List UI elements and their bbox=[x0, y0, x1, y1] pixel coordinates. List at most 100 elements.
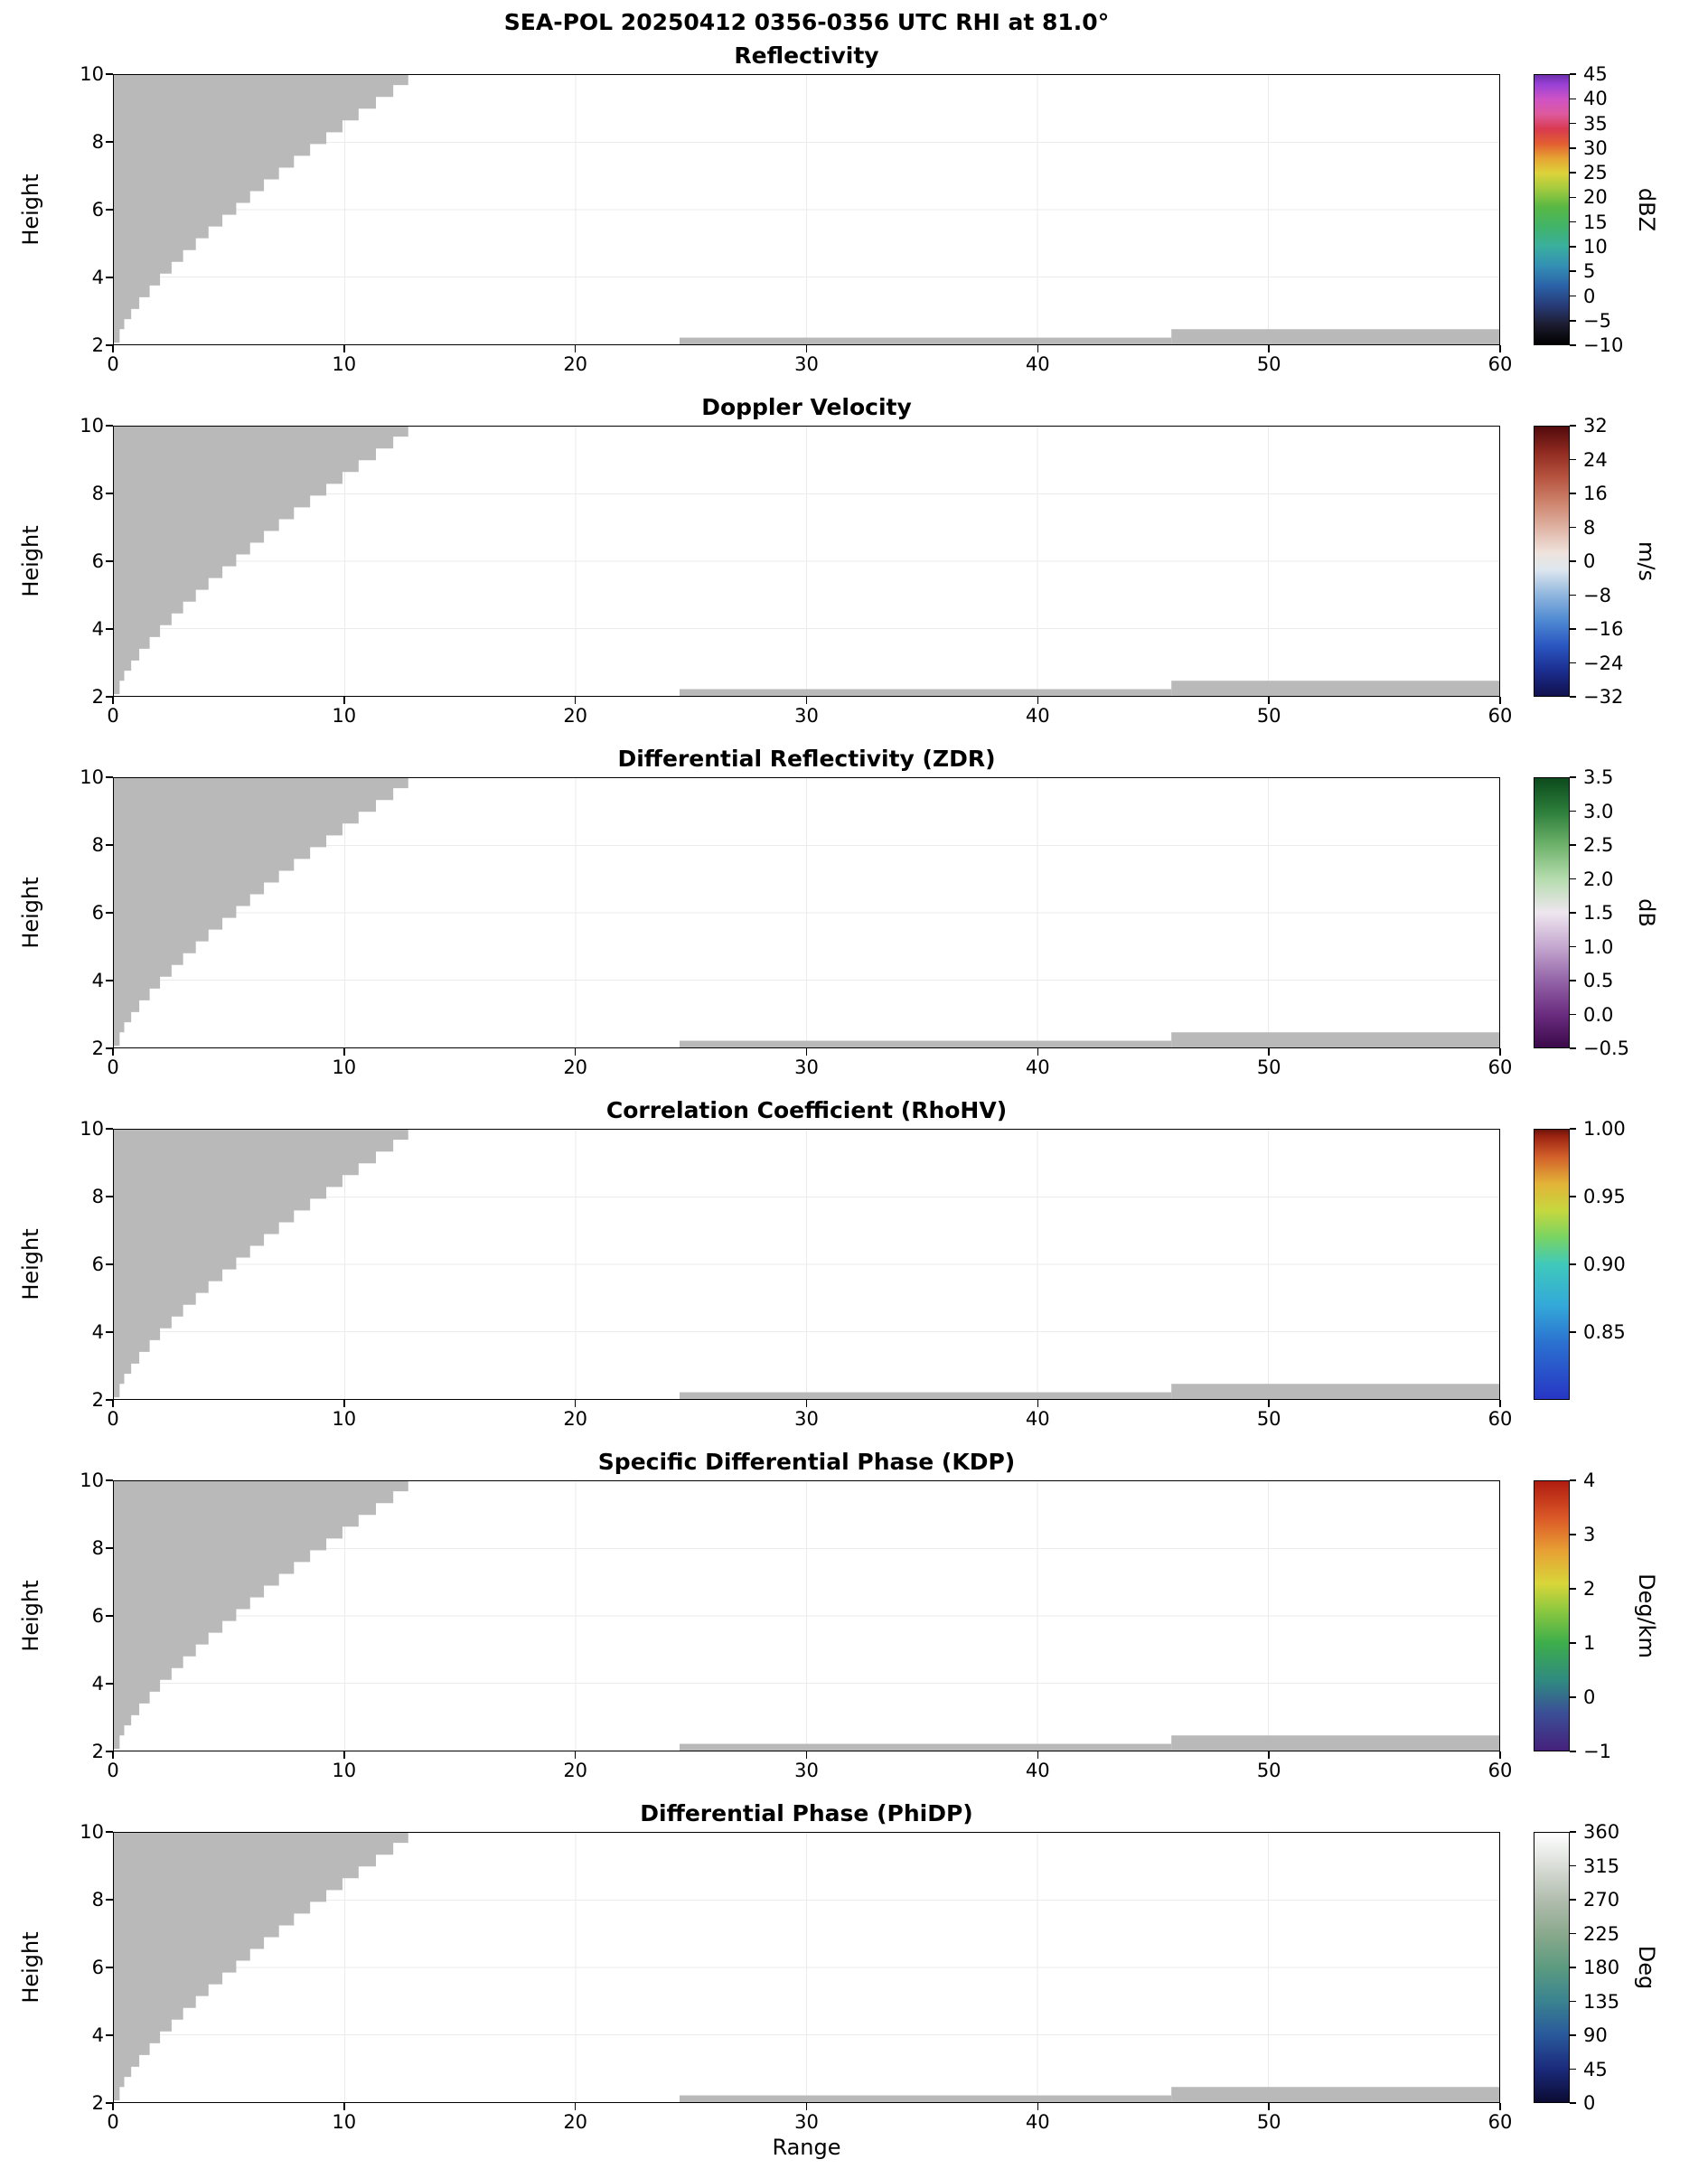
panels-container: Reflectivity Height 10 8 6 4 2 0 10 20 30 40 50 60… bbox=[0, 40, 1708, 2160]
colorbar-tick-label: 0.90 bbox=[1583, 1254, 1626, 1275]
colorbar-tick-mark bbox=[1570, 945, 1576, 948]
x-tick-mark bbox=[343, 1751, 345, 1759]
y-tick-mark bbox=[106, 344, 113, 346]
y-tick-mark bbox=[106, 1196, 113, 1197]
colorbar-tick-mark bbox=[1570, 1864, 1576, 1867]
rhi-panel: Specific Differential Phase (KDP) Height… bbox=[0, 1446, 1708, 1798]
colorbar-tick-mark bbox=[1570, 1196, 1576, 1197]
colorbar-tick-label: 0.0 bbox=[1583, 1003, 1614, 1026]
y-tick-label: 6 bbox=[91, 199, 104, 221]
colorbar-tick-label: 90 bbox=[1583, 2024, 1608, 2046]
x-tick-label: 40 bbox=[1025, 1408, 1050, 1430]
colorbar-tick-mark bbox=[1570, 810, 1576, 812]
colorbar-tick-mark bbox=[1570, 196, 1576, 199]
panel-title: Doppler Velocity bbox=[701, 394, 912, 420]
colorbar-tick-label: −10 bbox=[1583, 334, 1624, 356]
colorbar-tick-mark bbox=[1570, 1642, 1576, 1644]
figure-title: SEA-POL 20250412 0356-0356 UTC RHI at 81… bbox=[503, 9, 1110, 35]
colorbar-unit-label: dBZ bbox=[1634, 187, 1659, 232]
no-data-strip bbox=[1171, 1384, 1499, 1399]
x-tick-label: 50 bbox=[1256, 1408, 1281, 1430]
no-data-wedge bbox=[114, 427, 408, 695]
y-tick-mark bbox=[106, 844, 113, 846]
colorbar-tick-label: 8 bbox=[1583, 516, 1596, 539]
x-tick-mark bbox=[574, 1400, 577, 1407]
colorbar-tick-mark bbox=[1570, 1128, 1576, 1130]
x-tick-label: 20 bbox=[563, 1056, 588, 1078]
x-tick-mark bbox=[805, 1400, 808, 1407]
rhi-panel: Correlation Coefficient (RhoHV) Height 1… bbox=[0, 1094, 1708, 1446]
colorbar-tick-mark bbox=[1570, 344, 1576, 346]
colorbar bbox=[1534, 1480, 1570, 1751]
colorbar-tick-label: 225 bbox=[1583, 1922, 1620, 1945]
x-tick-mark bbox=[1499, 345, 1501, 352]
colorbar-tick-label: 3.5 bbox=[1583, 766, 1614, 788]
colorbar-tick-mark bbox=[1570, 1751, 1576, 1752]
colorbar-tick-label: 3 bbox=[1583, 1524, 1596, 1545]
x-tick-mark bbox=[1499, 1048, 1501, 1056]
x-tick-label: 50 bbox=[1256, 705, 1281, 727]
colorbar-tick-mark bbox=[1570, 844, 1576, 846]
colorbar-tick-label: 35 bbox=[1583, 112, 1608, 135]
y-tick-label: 6 bbox=[91, 1957, 104, 1978]
panel-title: Correlation Coefficient (RhoHV) bbox=[605, 1097, 1008, 1123]
colorbar bbox=[1534, 426, 1570, 697]
x-tick-mark bbox=[1037, 697, 1039, 704]
x-tick-label: 60 bbox=[1487, 1408, 1513, 1430]
colorbar-tick-mark bbox=[1570, 458, 1576, 461]
x-tick-label: 40 bbox=[1025, 1760, 1050, 1781]
colorbar-tick-label: 10 bbox=[1583, 235, 1608, 258]
rhi-panel: Reflectivity Height 10 8 6 4 2 0 10 20 30 40 50 60… bbox=[0, 40, 1708, 391]
colorbar-tick-label: 30 bbox=[1583, 136, 1608, 159]
y-tick-mark bbox=[106, 1615, 113, 1617]
no-data-strip bbox=[1171, 2087, 1499, 2102]
x-tick-mark bbox=[1268, 345, 1270, 352]
y-tick-label: 10 bbox=[80, 1469, 104, 1491]
colorbar-tick-mark bbox=[1570, 628, 1576, 630]
y-tick-label: 10 bbox=[80, 766, 104, 788]
colorbar-tick-label: 180 bbox=[1583, 1957, 1620, 1978]
x-tick-label: 20 bbox=[563, 2111, 588, 2133]
colorbar-tick-mark bbox=[1570, 98, 1576, 99]
y-tick-mark bbox=[106, 1899, 113, 1901]
colorbar-tick-mark bbox=[1570, 662, 1576, 664]
colorbar-tick-mark bbox=[1570, 246, 1576, 248]
x-tick-mark bbox=[343, 1400, 345, 1407]
colorbar-tick-mark bbox=[1570, 2034, 1576, 2036]
colorbar-tick-label: −1 bbox=[1583, 1741, 1611, 1762]
y-tick-mark bbox=[106, 1331, 113, 1333]
x-tick-mark bbox=[1037, 1400, 1039, 1407]
colorbar-tick-label: 5 bbox=[1583, 260, 1596, 283]
x-tick-mark bbox=[112, 1400, 114, 1407]
colorbar-tick-label: 1.5 bbox=[1583, 902, 1614, 924]
x-tick-label: 30 bbox=[794, 1408, 819, 1430]
y-tick-label: 6 bbox=[91, 1605, 104, 1627]
colorbar-tick-label: 1.00 bbox=[1583, 1118, 1626, 1140]
x-tick-label: 50 bbox=[1256, 353, 1281, 375]
y-tick-label: 2 bbox=[91, 2092, 104, 2114]
colorbar-tick-mark bbox=[1570, 1588, 1576, 1590]
colorbar-tick-label: 2 bbox=[1583, 1578, 1596, 1600]
y-tick-mark bbox=[106, 776, 113, 778]
y-tick-mark bbox=[106, 2102, 113, 2104]
x-tick-mark bbox=[574, 345, 577, 352]
y-tick-label: 10 bbox=[80, 1821, 104, 1843]
x-tick-label: 30 bbox=[794, 2111, 819, 2133]
x-tick-label: 60 bbox=[1487, 1760, 1513, 1781]
x-tick-label: 10 bbox=[332, 353, 357, 375]
colorbar-tick-mark bbox=[1570, 1013, 1576, 1016]
plot-area bbox=[113, 74, 1500, 345]
y-tick-mark bbox=[106, 1263, 113, 1265]
x-tick-label: 0 bbox=[107, 2111, 119, 2133]
x-tick-label: 20 bbox=[563, 1408, 588, 1430]
colorbar-tick-label: 0 bbox=[1583, 550, 1596, 572]
plot-area bbox=[113, 1480, 1500, 1751]
colorbar-tick-mark bbox=[1570, 147, 1576, 149]
colorbar-tick-label: 1 bbox=[1583, 1632, 1596, 1654]
colorbar-tick-mark bbox=[1570, 122, 1576, 125]
rhi-panel: Differential Reflectivity (ZDR) Height 1… bbox=[0, 743, 1708, 1094]
rhi-plot-canvas bbox=[114, 1833, 1499, 2102]
x-tick-label: 10 bbox=[332, 1056, 357, 1078]
colorbar-tick-label: 0 bbox=[1583, 2092, 1596, 2114]
y-tick-mark bbox=[106, 2034, 113, 2036]
